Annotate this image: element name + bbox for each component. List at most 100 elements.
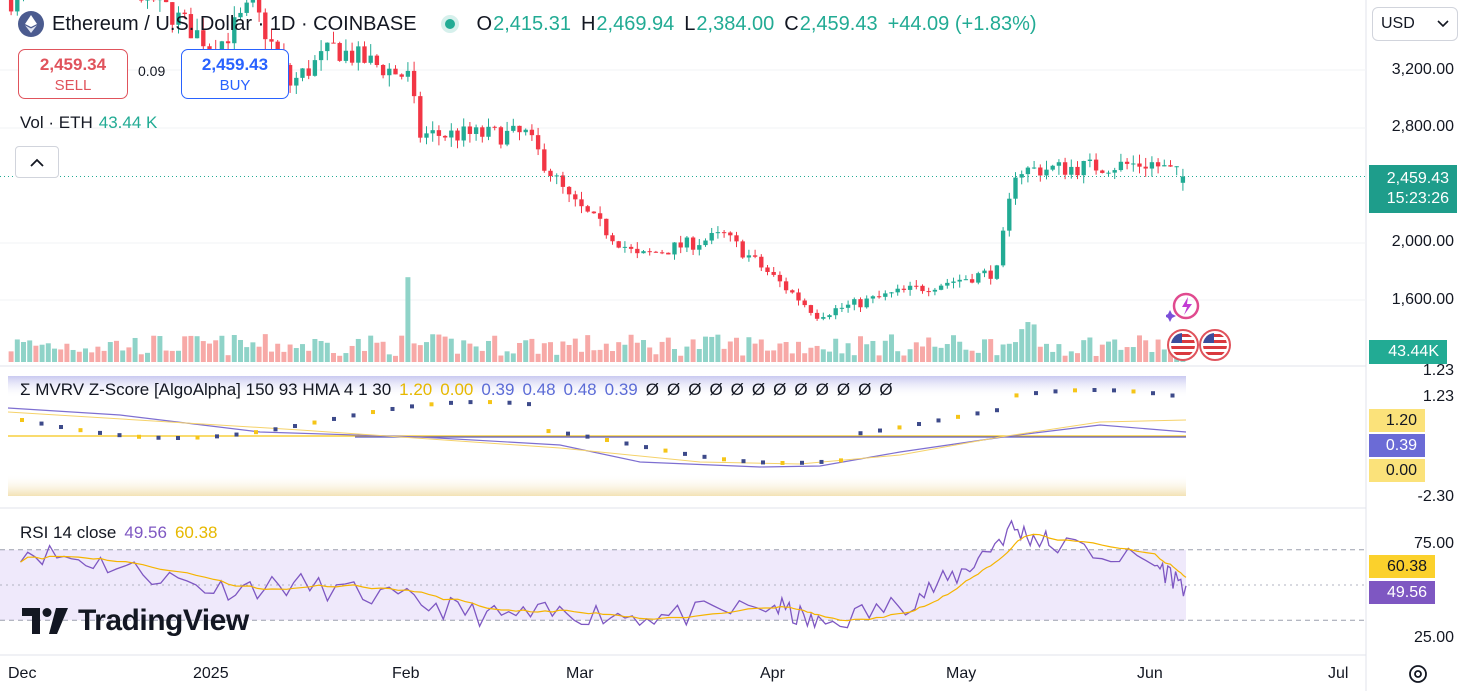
mvrv-marker <box>975 411 980 416</box>
candle-body <box>678 242 683 248</box>
volume-bar <box>982 339 987 362</box>
sell-button[interactable]: 2,459.34 SELL <box>18 49 128 99</box>
volume-bar <box>938 347 944 362</box>
volume-bar <box>300 344 305 362</box>
mvrv-marker <box>98 430 102 435</box>
candle-body <box>1112 170 1117 173</box>
us-event-flag-icon[interactable] <box>1167 328 1235 362</box>
volume-bar <box>213 340 219 362</box>
volume-bar <box>337 355 343 362</box>
candle-body <box>325 42 330 52</box>
volume-bar <box>132 337 138 362</box>
candle-body <box>287 64 293 86</box>
collapse-legend-button[interactable] <box>15 146 59 178</box>
price-axis-tick: 2,000.00 <box>1391 233 1454 250</box>
candle-body <box>331 42 336 44</box>
volume-label: Vol · ETH <box>20 113 93 132</box>
volume-bar <box>138 354 144 362</box>
candle-body <box>362 46 367 63</box>
rsi-ma-line <box>20 533 1187 622</box>
mvrv-marker <box>273 427 278 432</box>
volume-bar <box>1037 346 1043 362</box>
candle-body <box>418 96 423 138</box>
rsi-ma-tag: 60.38 <box>1369 555 1435 578</box>
mvrv-marker <box>1014 393 1019 398</box>
candle-body <box>653 251 659 253</box>
open-label: O <box>476 12 493 35</box>
candle-body <box>356 46 361 63</box>
candle-body <box>666 252 671 255</box>
candle-body <box>1081 160 1086 176</box>
market-status-icon[interactable] <box>444 19 455 29</box>
currency-value: USD <box>1381 15 1415 32</box>
volume-bar <box>244 347 250 362</box>
candle-body <box>566 186 572 195</box>
volume-bar <box>696 349 702 362</box>
volume-bar <box>486 340 491 362</box>
spread-value: 0.09 <box>138 63 166 79</box>
volume-bar <box>839 353 845 362</box>
candle-body <box>635 248 640 254</box>
candle-body <box>1013 177 1018 199</box>
volume-bar <box>665 337 671 362</box>
symbol-title[interactable]: Ethereum / U.S. Dollar · 1D · COINBASE <box>52 12 417 35</box>
buy-button[interactable]: 2,459.43 BUY <box>181 49 289 99</box>
mvrv-legend[interactable]: Σ MVRV Z-Score [AlgoAlpha] 150 93 HMA 4 … <box>20 380 893 400</box>
volume-bar <box>1056 344 1062 362</box>
volume-bar <box>814 345 820 362</box>
candle-body <box>349 50 355 63</box>
volume-bar <box>1087 337 1093 362</box>
volume-bar <box>634 342 640 362</box>
volume-bar <box>281 351 287 362</box>
volume-bar <box>882 340 888 362</box>
volume-bar <box>318 341 324 362</box>
mvrv-marker <box>1034 391 1038 396</box>
candle-body <box>1168 165 1173 167</box>
mvrv-marker <box>644 445 648 450</box>
volume-bar <box>250 342 256 362</box>
candle-body <box>542 149 547 171</box>
volume-legend[interactable]: Vol · ETH 43.44 K <box>20 113 157 133</box>
candle-body <box>1100 170 1105 173</box>
candle-body <box>740 241 745 258</box>
time-axis-label: Mar <box>566 665 594 682</box>
rsi-legend[interactable]: RSI 14 close 49.56 60.38 <box>20 523 217 543</box>
volume-bar <box>1124 347 1130 362</box>
mvrv-marker <box>20 418 24 422</box>
mvrv-bottom-band <box>8 474 1186 496</box>
candle-body <box>734 235 739 242</box>
close-value: 2,459.43 <box>799 12 878 35</box>
sell-label: SELL <box>54 76 92 94</box>
volume-bar <box>14 339 20 362</box>
candle-body <box>1000 230 1006 266</box>
candle-body <box>380 65 386 76</box>
chart-settings-button[interactable] <box>1406 662 1430 686</box>
candle-body <box>759 256 764 268</box>
candle-body <box>721 232 727 234</box>
currency-select[interactable]: USD <box>1372 7 1458 41</box>
volume-bar <box>231 335 237 362</box>
candle-body <box>845 304 851 308</box>
mvrv-value: 0.48 <box>563 380 597 399</box>
volume-bar <box>1068 351 1074 362</box>
mvrv-marker <box>1151 391 1155 396</box>
mvrv-tag: 0.00 <box>1369 459 1425 482</box>
mvrv-empty-value: Ø <box>836 380 851 399</box>
candle-body <box>480 127 485 137</box>
volume-bar <box>107 342 113 362</box>
candle-body <box>1137 163 1142 167</box>
assistant-spark-icon[interactable] <box>1166 292 1202 322</box>
candle-body <box>920 285 925 292</box>
volume-bar <box>727 341 733 362</box>
candle-body <box>672 242 677 255</box>
volume-bar <box>1019 329 1025 362</box>
tradingview-logo[interactable]: TradingView <box>22 604 249 638</box>
volume-bar <box>157 336 163 362</box>
volume-bar <box>827 351 832 362</box>
mvrv-marker <box>936 418 941 423</box>
volume-bar <box>715 334 721 362</box>
volume-bar <box>610 351 615 362</box>
volume-bar <box>114 340 119 362</box>
